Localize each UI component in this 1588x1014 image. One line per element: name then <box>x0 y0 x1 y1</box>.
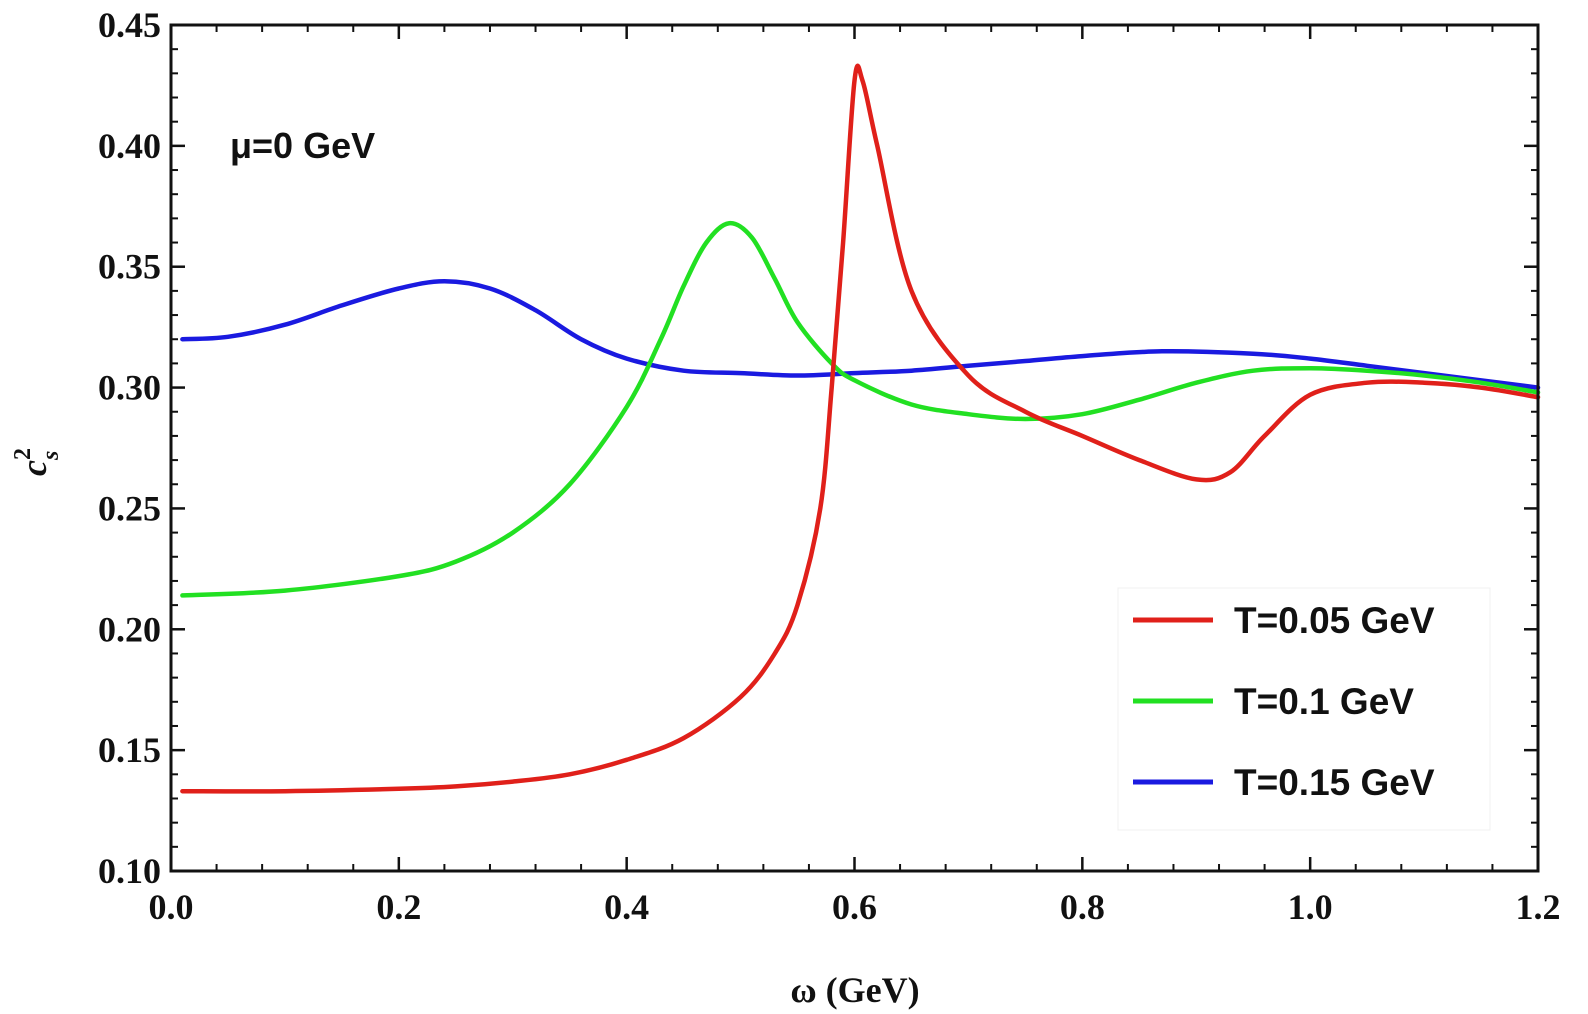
tick-labels: 0.0 0.2 0.4 0.6 0.8 1.0 1.2 0.10 0.15 0.20 0.25 0.3… <box>98 5 1561 927</box>
y-tick-label: 0.40 <box>98 126 161 166</box>
y-tick-label: 0.10 <box>98 851 161 891</box>
legend-box <box>1117 587 1491 831</box>
series-line-t005 <box>180 63 1541 794</box>
series-line-t01 <box>180 220 1541 598</box>
series-line-t015 <box>180 278 1541 390</box>
x-tick-label: 1.2 <box>1516 887 1561 927</box>
y-axis-label-sub: s <box>38 451 64 461</box>
y-axis-label: c2s <box>10 448 64 476</box>
series-layer <box>180 63 1541 794</box>
y-tick-label: 0.25 <box>98 488 161 528</box>
plot-frame <box>169 23 1540 873</box>
y-tick-label: 0.15 <box>98 730 161 770</box>
x-tick-label: 0.0 <box>149 887 194 927</box>
x-tick-label: 0.8 <box>1060 887 1105 927</box>
legend-label-t01: T=0.1 GeV <box>1234 681 1414 722</box>
y-tick-label: 0.20 <box>98 609 161 649</box>
x-tick-label: 0.2 <box>376 887 421 927</box>
y-tick-label: 0.30 <box>98 368 161 408</box>
y-tick-label: 0.45 <box>98 5 161 45</box>
legend: T=0.05 GeV T=0.1 GeV T=0.15 GeV <box>1117 587 1491 831</box>
y-axis-label-base: c <box>14 460 54 476</box>
svg-text:c2s: c2s <box>10 448 64 476</box>
x-tick-label: 0.6 <box>832 887 877 927</box>
annotation-mu: μ=0 GeV <box>230 125 375 166</box>
y-tick-label: 0.35 <box>98 247 161 287</box>
legend-label-t015: T=0.15 GeV <box>1234 762 1435 803</box>
x-tick-label: 1.0 <box>1288 887 1333 927</box>
legend-label-t005: T=0.05 GeV <box>1234 600 1435 641</box>
x-tick-label: 0.4 <box>604 887 649 927</box>
x-axis-label: ω (GeV) <box>790 970 919 1010</box>
y-axis-label-sup: 2 <box>10 448 36 460</box>
